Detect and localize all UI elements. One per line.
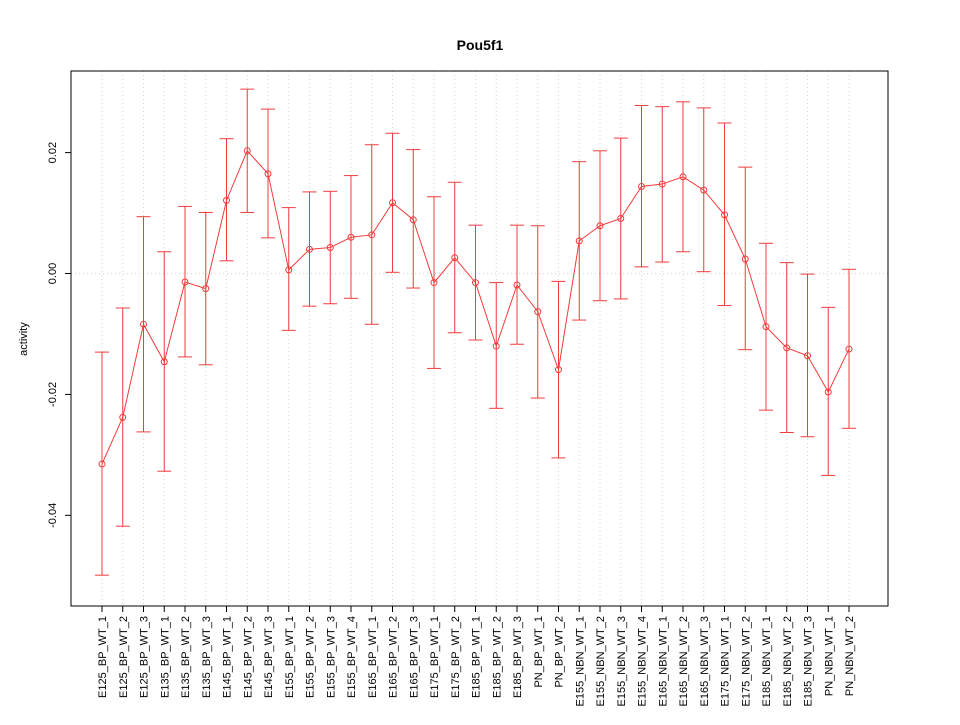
x-tick-label: E145_BP_WT_1 — [222, 616, 234, 698]
data-point — [472, 279, 479, 287]
data-point — [824, 388, 832, 396]
data-point — [368, 231, 376, 239]
data-point — [430, 279, 438, 287]
data-point — [555, 366, 562, 374]
x-tick-label: E155_BP_WT_2 — [305, 616, 317, 698]
data-point — [721, 211, 728, 219]
x-tick-label: E135_BP_WT_2 — [180, 616, 192, 698]
x-tick-label: E125_BP_WT_2 — [118, 616, 130, 698]
data-point — [223, 196, 230, 204]
x-tick-label: E155_NBN_WT_1 — [574, 616, 586, 707]
data-point — [596, 222, 604, 230]
y-tick-label: -0.02 — [47, 382, 59, 407]
data-point — [326, 244, 334, 252]
data-point — [389, 199, 396, 207]
x-tick-label: E145_BP_WT_2 — [242, 616, 254, 698]
plot-frame — [70, 70, 889, 607]
data-point — [98, 460, 106, 468]
data-point — [140, 320, 147, 328]
x-tick-label: E185_BP_WT_3 — [512, 616, 524, 698]
data-point — [617, 215, 625, 223]
data-point — [202, 285, 210, 293]
x-tick-label: E155_NBN_WT_2 — [595, 616, 607, 707]
y-axis-label: activity — [18, 322, 30, 356]
x-tick-label: E135_BP_WT_1 — [159, 616, 171, 698]
x-tick-label: E125_BP_WT_3 — [139, 616, 151, 698]
x-tick-label: E175_NBN_WT_2 — [740, 616, 752, 707]
y-axis: -0.04 -0.02 0.00 0.02 — [47, 142, 71, 528]
x-tick-label: E165_BP_WT_2 — [388, 616, 400, 698]
y-tick-label: 0.00 — [47, 263, 59, 284]
chart-title: Pou5f1 — [457, 37, 504, 53]
x-tick-label: E185_NBN_WT_1 — [761, 616, 773, 707]
data-point — [160, 358, 168, 366]
x-tick-label: E155_NBN_WT_3 — [616, 616, 628, 707]
x-tick-label: PN_BP_WT_2 — [554, 616, 566, 688]
data-point — [119, 413, 127, 421]
data-point — [638, 182, 645, 190]
x-tick-label: E155_BP_WT_3 — [325, 616, 337, 698]
data-point — [409, 216, 417, 224]
data-point — [700, 186, 708, 194]
data-point — [658, 180, 666, 188]
x-tick-label: E185_BP_WT_1 — [471, 616, 483, 698]
x-tick-label: E175_BP_WT_2 — [450, 616, 462, 698]
x-axis: E125_BP_WT_1 E125_BP_WT_2 E125_BP_WT_3 E135… — [97, 606, 856, 707]
x-tick-label: E145_BP_WT_3 — [263, 616, 275, 698]
data-point — [243, 147, 251, 155]
x-tick-label: E155_BP_WT_4 — [346, 616, 358, 698]
data-points — [98, 147, 853, 468]
x-tick-label: E125_BP_WT_1 — [97, 616, 109, 698]
data-point — [306, 245, 313, 253]
x-tick-label: E155_BP_WT_1 — [284, 616, 296, 698]
series-line-layer — [101, 149, 850, 465]
x-tick-label: E155_NBN_WT_4 — [637, 616, 649, 707]
x-tick-label: E165_BP_WT_1 — [367, 616, 379, 698]
x-tick-label: E165_NBN_WT_3 — [699, 616, 711, 707]
x-tick-label: PN_NBN_WT_2 — [844, 616, 856, 696]
data-point — [451, 254, 459, 262]
y-tick-label: -0.04 — [47, 503, 59, 528]
x-tick-label: E185_NBN_WT_2 — [782, 616, 794, 707]
x-tick-label: E185_NBN_WT_3 — [803, 616, 815, 707]
x-tick-label: PN_BP_WT_1 — [533, 616, 545, 688]
data-point — [679, 173, 687, 181]
series-line — [101, 149, 850, 465]
x-tick-label: PN_NBN_WT_1 — [823, 616, 835, 696]
data-point — [347, 233, 355, 241]
data-point — [492, 342, 500, 350]
x-tick-label: E135_BP_WT_3 — [201, 616, 213, 698]
grid — [71, 71, 888, 606]
data-point — [181, 278, 189, 286]
x-tick-label: E165_NBN_WT_1 — [657, 616, 669, 707]
x-tick-label: E175_BP_WT_1 — [429, 616, 441, 698]
data-point — [264, 170, 272, 178]
data-point — [534, 308, 542, 316]
y-tick-label: 0.02 — [47, 142, 59, 163]
data-point — [513, 281, 521, 289]
data-point — [845, 345, 853, 353]
x-tick-label: E175_NBN_WT_1 — [720, 616, 732, 707]
x-tick-label: E185_BP_WT_2 — [491, 616, 503, 698]
data-point — [741, 255, 749, 263]
x-tick-label: E165_NBN_WT_2 — [678, 616, 690, 707]
data-point — [762, 323, 770, 331]
data-point — [783, 344, 791, 352]
data-point — [575, 237, 583, 245]
data-point — [285, 266, 293, 274]
data-point — [804, 352, 811, 360]
x-tick-label: E165_BP_WT_3 — [408, 616, 420, 698]
